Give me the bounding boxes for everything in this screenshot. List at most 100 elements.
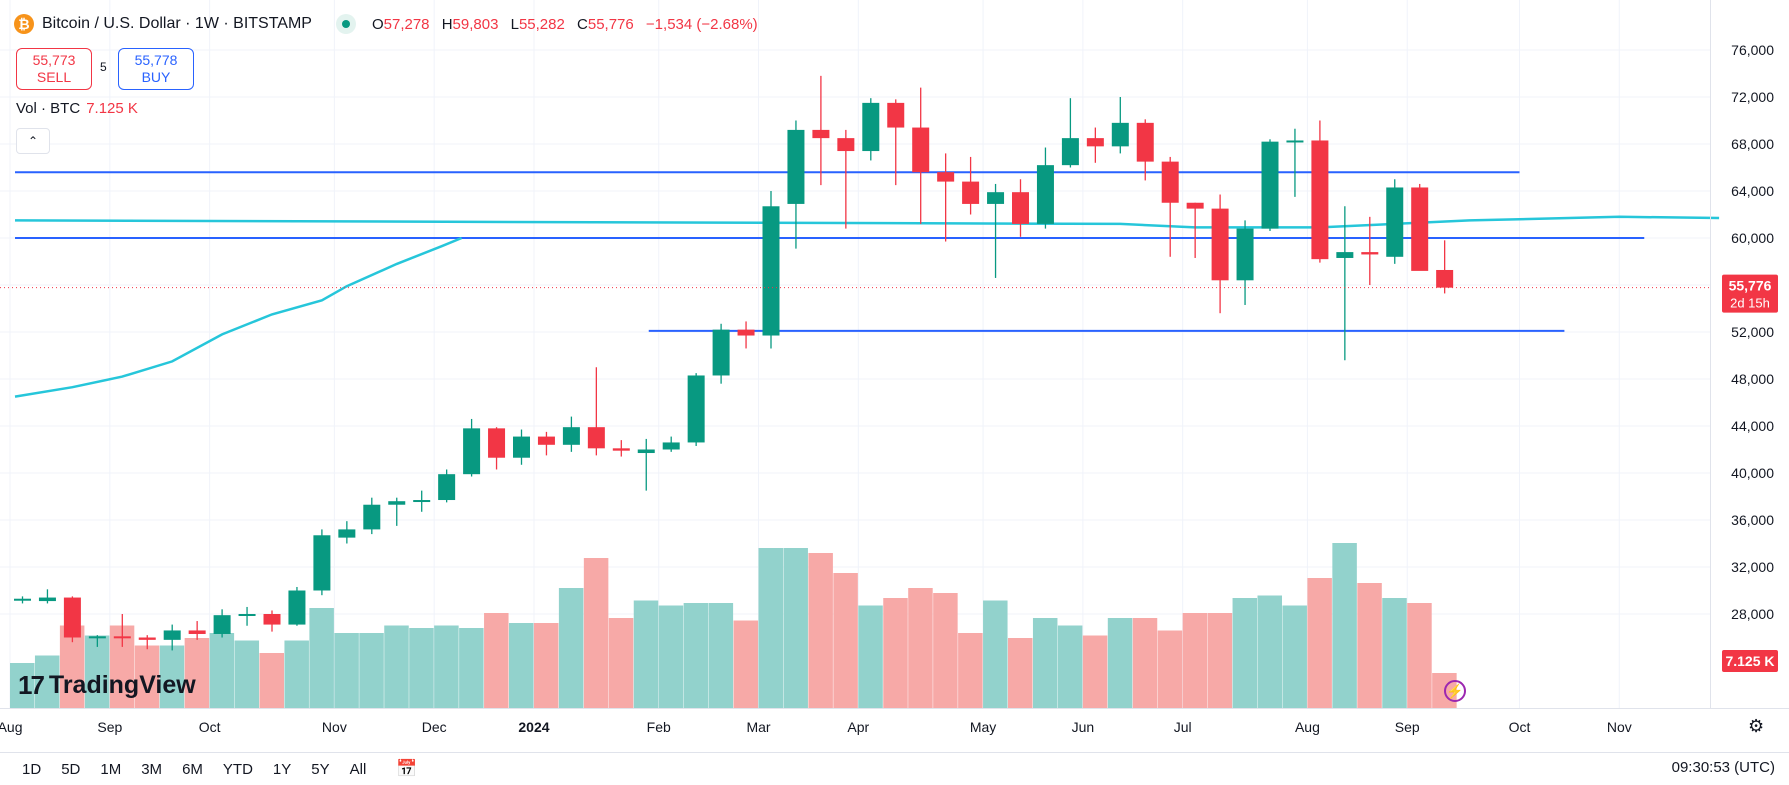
spread-value: 5 <box>100 60 107 74</box>
volume-bar <box>983 600 1008 708</box>
volume-bar <box>883 598 908 708</box>
volume-bar <box>409 628 434 708</box>
high-value: 59,803 <box>452 15 499 33</box>
candle-body <box>987 192 1005 204</box>
candle-body <box>587 427 605 449</box>
volume-bar <box>1307 578 1332 708</box>
sell-price: 55,773 <box>32 52 76 68</box>
time-tick-label: Sep <box>97 719 122 735</box>
candle-body <box>637 449 655 454</box>
candle-body <box>1161 161 1179 203</box>
candle-body <box>288 590 306 625</box>
candle-body <box>14 598 31 601</box>
volume-bar <box>1157 630 1183 708</box>
gear-icon[interactable]: ⚙ <box>1748 716 1765 736</box>
calendar-icon[interactable]: 📅 <box>396 759 418 778</box>
candle-body <box>413 500 431 503</box>
bitcoin-icon: ₿ <box>14 14 34 34</box>
range-button-3m[interactable]: 3M <box>141 760 163 778</box>
candle-body <box>438 474 456 501</box>
tradingview-mark-icon: 17 <box>18 670 45 700</box>
time-tick-label: Aug <box>1295 719 1320 735</box>
range-button-5d[interactable]: 5D <box>61 760 81 778</box>
candle-body <box>1036 165 1054 224</box>
candle-body <box>912 127 930 173</box>
volume-bar <box>509 623 534 708</box>
volume-bar <box>209 633 235 708</box>
range-button-1m[interactable]: 1M <box>100 760 122 778</box>
candle-body <box>937 172 955 182</box>
volume-bar <box>1282 605 1307 708</box>
candle-body <box>887 102 905 128</box>
candle-body <box>1061 138 1079 166</box>
chart-canvas[interactable]: 76,00072,00068,00064,00060,00056,00052,0… <box>0 0 1789 752</box>
volume-bar <box>958 633 983 708</box>
candle-body <box>463 428 481 475</box>
tradingview-wordmark: TradingView <box>48 671 196 699</box>
candle-body <box>1436 269 1454 288</box>
volume-bar <box>908 588 933 708</box>
price-tick-label: 48,000 <box>1731 371 1774 387</box>
candle-body <box>488 428 506 458</box>
volume-bar <box>1357 583 1382 708</box>
bottom-toolbar: 1D 5D 1M 3M 6M YTD 1Y 5Y All 📅 09:30:53 (UTC) <box>0 752 1789 785</box>
volume-bar <box>708 603 734 708</box>
market-status-icon[interactable] <box>335 14 356 34</box>
range-button-ytd[interactable]: YTD <box>222 760 253 778</box>
time-tick-label: Mar <box>746 719 770 735</box>
candle-body <box>338 529 356 538</box>
last-price-label: 55,776 <box>1729 278 1772 294</box>
tradingview-logo[interactable]: 17 TradingView <box>18 670 196 701</box>
countdown-label: 2d 15h <box>1730 296 1770 311</box>
sell-button[interactable]: 55,773 SELL <box>16 48 92 90</box>
volume-bar <box>1382 598 1407 708</box>
candle-body <box>63 597 81 638</box>
time-tick-label: Oct <box>1509 719 1531 735</box>
candle-body <box>562 427 580 445</box>
moving-average-line <box>14 215 1720 229</box>
range-button-1d[interactable]: 1D <box>22 760 42 778</box>
candle-body <box>1236 228 1254 281</box>
candle-body <box>138 637 156 640</box>
price-tick-label: 72,000 <box>1731 89 1774 105</box>
moving-average-line <box>14 236 463 398</box>
volume-bar <box>758 548 783 708</box>
open-value: 57,278 <box>383 15 430 33</box>
price-tick-label: 36,000 <box>1731 512 1774 528</box>
symbol-title[interactable]: Bitcoin / U.S. Dollar · 1W · BITSTAMP <box>42 15 312 32</box>
volume-legend[interactable]: Vol · BTC 7.125 K <box>16 100 138 117</box>
range-button-6m[interactable]: 6M <box>182 760 203 778</box>
candle-body <box>1086 138 1104 147</box>
candle-body <box>188 630 206 634</box>
volume-bar <box>234 640 260 708</box>
volume-bar <box>608 618 634 708</box>
collapse-legend-button[interactable]: ⌃ <box>16 128 50 154</box>
candle-body <box>363 504 381 530</box>
utc-clock[interactable]: 09:30:53 (UTC) <box>1671 759 1775 776</box>
candle-body <box>537 436 555 445</box>
lightning-icon[interactable]: ⚡ <box>1444 680 1466 702</box>
volume-bar <box>1082 635 1108 708</box>
candle-body <box>88 636 106 639</box>
buy-button[interactable]: 55,778 BUY <box>118 48 194 90</box>
volume-bar <box>1057 625 1083 708</box>
buy-price: 55,778 <box>134 52 178 68</box>
volume-bar <box>359 633 384 708</box>
range-button-1y[interactable]: 1Y <box>272 760 292 778</box>
volume-bar <box>309 608 334 708</box>
candle-body <box>1386 187 1404 257</box>
volume-bar <box>1407 603 1432 708</box>
volume-bar <box>334 633 359 708</box>
volume-bar <box>1032 618 1058 708</box>
range-button-all[interactable]: All <box>349 760 367 778</box>
range-button-5y[interactable]: 5Y <box>311 760 330 778</box>
change-value: −1,534 (−2.68%) <box>645 15 758 33</box>
volume-bar <box>1182 613 1208 708</box>
last-price-badge <box>1722 274 1778 313</box>
time-tick-label: Jul <box>1174 719 1192 735</box>
volume-name: Vol · BTC <box>16 100 81 117</box>
volume-bar <box>1107 618 1133 708</box>
volume-bar <box>658 605 684 708</box>
price-tick-label: 28,000 <box>1731 606 1774 622</box>
candle-body <box>712 329 730 376</box>
